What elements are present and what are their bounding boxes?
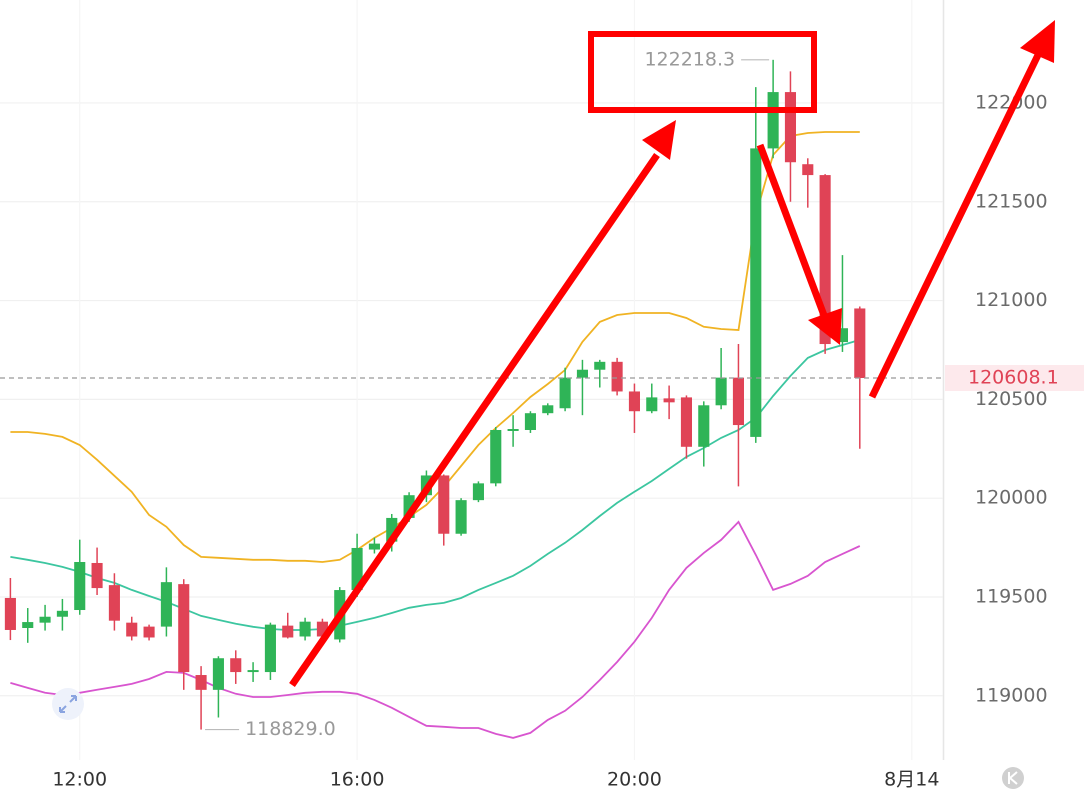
arrow-line <box>868 53 1042 399</box>
candle-body <box>56 610 68 617</box>
arrow-head <box>808 308 842 345</box>
candle-body <box>576 369 588 378</box>
last-price-tag <box>945 365 1084 392</box>
arrow-head <box>642 120 676 160</box>
candle-body <box>836 328 849 343</box>
candle-body <box>126 622 138 637</box>
candle-body <box>195 675 207 690</box>
candle-body <box>386 517 398 542</box>
zoom-icon[interactable] <box>52 688 84 720</box>
candle-body <box>178 584 190 673</box>
x-tick-label: 8月14 <box>884 769 939 791</box>
candle-body <box>212 658 224 690</box>
candle-body <box>732 377 744 426</box>
candle-body <box>455 500 467 534</box>
y-tick-label: 120000 <box>975 487 1048 509</box>
candle-body <box>299 621 311 637</box>
candle-body <box>802 164 814 176</box>
candle-body <box>646 397 658 412</box>
candle-body <box>230 658 242 673</box>
candle-body <box>4 597 16 630</box>
candle-body <box>611 361 623 392</box>
candle-body <box>854 308 866 379</box>
band-line <box>10 339 861 631</box>
candle-body <box>282 625 294 638</box>
k-icon-glyph <box>1008 771 1018 785</box>
band-line <box>10 520 861 739</box>
candle-body <box>403 495 415 518</box>
band-line <box>10 131 860 563</box>
candle-body <box>750 148 762 437</box>
candle-body <box>91 562 103 589</box>
candle-body <box>351 547 363 591</box>
candle-body <box>368 543 380 550</box>
annotation-label: 118829.0 <box>245 718 336 740</box>
y-tick-label: 121500 <box>975 190 1048 212</box>
candle-body <box>542 405 554 414</box>
arrow-line <box>756 143 829 320</box>
candle-body <box>594 361 606 370</box>
candle-body <box>22 622 34 628</box>
y-tick-label: 119500 <box>975 585 1048 607</box>
candle-body <box>628 391 640 412</box>
candle-body <box>438 475 450 534</box>
y-tick-label: 119000 <box>975 684 1048 706</box>
y-tick-label: 121000 <box>975 289 1048 311</box>
candle-body <box>559 377 571 409</box>
candle-body <box>143 626 155 638</box>
candle-body <box>39 616 51 623</box>
candle-body <box>264 624 276 673</box>
k-icon[interactable] <box>1002 767 1024 789</box>
candle-body <box>784 92 797 163</box>
candle-body <box>715 377 727 406</box>
candle-body <box>680 397 692 447</box>
candle-body <box>767 92 779 149</box>
x-tick-label: 20:00 <box>607 769 662 791</box>
candle-body <box>507 429 519 431</box>
zoom-icon-glyph <box>59 695 77 713</box>
x-tick-label: 12:00 <box>52 769 107 791</box>
candle-body <box>698 405 710 447</box>
candle-body <box>663 398 675 403</box>
candle-body <box>524 413 536 430</box>
x-tick-label: 16:00 <box>330 769 385 791</box>
candle-body <box>819 175 831 345</box>
candle-body <box>108 585 120 621</box>
annotation-label: 122218.3 <box>644 48 735 70</box>
arrow-head <box>1020 20 1055 63</box>
candle-body <box>472 483 484 501</box>
annotations-drawn <box>52 20 1055 789</box>
candle-body <box>247 670 259 673</box>
candle-body <box>160 582 172 627</box>
candle-body <box>490 429 502 484</box>
candle-body <box>316 621 328 637</box>
arrow-line <box>289 153 660 687</box>
y-tick-label: 120500 <box>975 388 1048 410</box>
last-price-label: 120608.1 <box>968 367 1059 389</box>
candle-body <box>74 561 86 611</box>
highlight-box <box>588 31 817 113</box>
